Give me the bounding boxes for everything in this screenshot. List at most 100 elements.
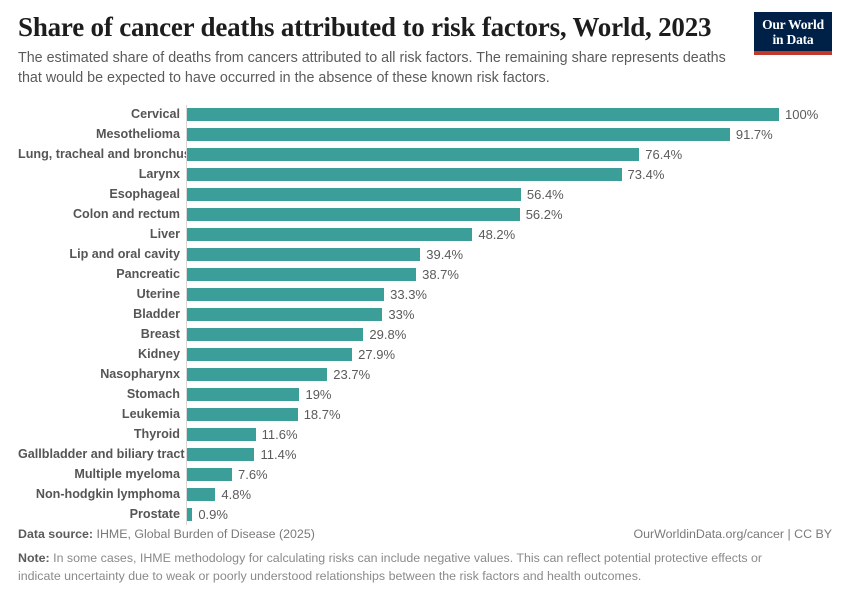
bar-row: Lip and oral cavity 39.4% (18, 244, 832, 265)
bar-category-label: Breast (140, 327, 180, 342)
bar-value-label: 0.9% (198, 507, 228, 523)
note-text: In some cases, IHME methodology for calc… (18, 551, 763, 584)
bar-value-label: 7.6% (237, 467, 268, 483)
bar-value-label: 73.4% (627, 167, 665, 183)
bar[interactable] (187, 368, 328, 382)
bar[interactable] (187, 488, 216, 502)
owid-link[interactable]: OurWorldinData.org/cancer | CC BY (633, 527, 832, 542)
bar[interactable] (187, 408, 298, 422)
bar[interactable] (187, 288, 385, 302)
footer-note: Note: In some cases, IHME methodology fo… (18, 550, 808, 586)
bar[interactable] (187, 128, 730, 142)
page-title: Share of cancer deaths attributed to ris… (18, 12, 712, 42)
data-source-label: Data source: (18, 527, 94, 542)
bar-row: Pancreatic 38.7% (18, 264, 832, 285)
bar-row: Liver 48.2% (18, 224, 832, 245)
bar-row: Non-hodgkin lymphoma 4.8% (18, 484, 832, 505)
bar[interactable] (187, 148, 640, 162)
bar-category-label: Pancreatic (116, 267, 180, 282)
bar[interactable] (187, 188, 521, 202)
bar[interactable] (187, 108, 779, 122)
bar-category-label: Prostate (129, 507, 180, 522)
bar[interactable] (187, 328, 364, 342)
bar-value-label: 39.4% (426, 247, 464, 263)
bar-value-label: 56.2% (525, 207, 563, 223)
logo-line-2: in Data (772, 32, 814, 48)
bar-value-label: 18.7% (303, 407, 341, 423)
bar-value-label: 33.3% (390, 287, 427, 303)
bar-category-label: Leukemia (121, 407, 180, 422)
footer-source-line: Data source: IHME, Global Burden of Dise… (18, 527, 832, 541)
bar[interactable] (187, 268, 417, 282)
bar-category-label: Thyroid (133, 427, 180, 442)
bar[interactable] (187, 508, 193, 522)
bar-track: 4.8% (186, 484, 832, 505)
bar-row: Breast 29.8% (18, 324, 832, 345)
bar-track: 33% (186, 304, 832, 325)
bar[interactable] (187, 308, 383, 322)
bar-row: Prostate 0.9% (18, 504, 832, 525)
bar-category-label: Stomach (126, 387, 180, 402)
bar[interactable] (187, 348, 353, 362)
bar-category-label: Lip and oral cavity (69, 247, 180, 262)
bar[interactable] (187, 228, 473, 242)
data-source: Data source: IHME, Global Burden of Dise… (18, 527, 315, 541)
bar-value-label: 4.8% (221, 487, 252, 503)
bar-track: 23.7% (186, 364, 832, 385)
bar-track: 11.6% (186, 424, 832, 445)
bar-value-label: 56.4% (526, 187, 564, 203)
bar-row: Stomach 19% (18, 384, 832, 405)
bar-track: 29.8% (186, 324, 832, 345)
bar-value-label: 27.9% (358, 347, 396, 363)
bar-track: 48.2% (186, 224, 832, 245)
chart-footer: Data source: IHME, Global Burden of Dise… (18, 527, 832, 586)
chart-subtitle: The estimated share of deaths from cance… (18, 50, 726, 86)
bar-row: Bladder 33% (18, 304, 832, 325)
bar-row: Lung, tracheal and bronchus 76.4% (18, 144, 832, 165)
bar-row: Leukemia 18.7% (18, 404, 832, 425)
our-world-in-data-logo[interactable]: Our World in Data (754, 12, 832, 56)
bar-category-label: Lung, tracheal and bronchus (18, 147, 191, 162)
bar-row: Multiple myeloma 7.6% (18, 464, 832, 485)
bar-value-label: 76.4% (645, 147, 683, 163)
bar[interactable] (187, 208, 520, 222)
bar-row: Nasopharynx 23.7% (18, 364, 832, 385)
bar-row: Mesothelioma 91.7% (18, 124, 832, 145)
bar-row: Kidney 27.9% (18, 344, 832, 365)
bar-category-label: Cervical (130, 107, 180, 122)
bar-value-label: 11.6% (261, 427, 298, 443)
bar-row: Cervical 100% (18, 104, 832, 125)
chart-header: Share of cancer deaths attributed to ris… (18, 0, 832, 89)
bar-track: 18.7% (186, 404, 832, 425)
bar[interactable] (187, 168, 622, 182)
bar-value-label: 19% (305, 387, 332, 403)
bar-row: Colon and rectum 56.2% (18, 204, 832, 225)
bar[interactable] (187, 468, 232, 482)
bar-track: 0.9% (186, 504, 832, 525)
bar-row: Larynx 73.4% (18, 164, 832, 185)
bar-track: 7.6% (186, 464, 832, 485)
bar-track: 76.4% (186, 144, 832, 165)
bar[interactable] (187, 448, 255, 462)
bar-track: 19% (186, 384, 832, 405)
logo-line-1: Our World (762, 17, 824, 32)
bar-track: 11.4% (186, 444, 832, 465)
bar[interactable] (187, 428, 256, 442)
bar-track: 39.4% (186, 244, 832, 265)
bar-category-label: Larynx (138, 167, 180, 182)
bar-category-label: Nasopharynx (100, 367, 180, 382)
bar-track: 27.9% (186, 344, 832, 365)
bar-value-label: 91.7% (735, 127, 773, 143)
data-source-text: IHME, Global Burden of Disease (2025) (96, 527, 315, 542)
bar-track: 91.7% (186, 124, 832, 145)
bar-category-label: Esophageal (109, 187, 180, 202)
bar-category-label: Liver (149, 227, 180, 242)
bar-value-label: 38.7% (422, 267, 459, 283)
bar-track: 73.4% (186, 164, 832, 185)
bar-value-label: 33% (388, 307, 415, 323)
bar-track: 38.7% (186, 264, 832, 285)
bar[interactable] (187, 388, 300, 402)
chart-plot-area: Cervical 100% Mesothelioma 91.7% Lung, trach… (18, 103, 832, 525)
bar[interactable] (187, 248, 421, 262)
